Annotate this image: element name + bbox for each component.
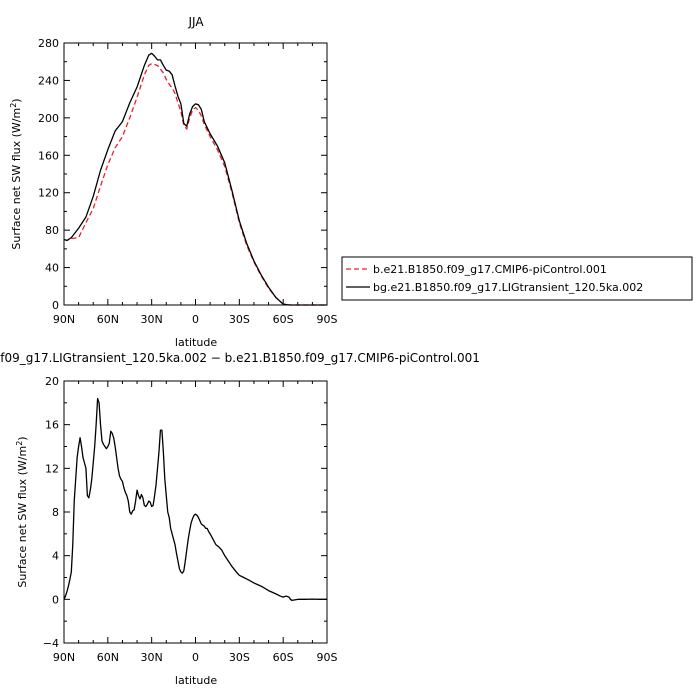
bottom-xtick-label: 60S bbox=[273, 651, 294, 664]
bottom-series-group bbox=[63, 397, 327, 602]
top-xtick-label: 90N bbox=[53, 313, 75, 326]
bottom-ytick-label: 0 bbox=[52, 593, 59, 606]
top-series-line-0 bbox=[63, 62, 327, 306]
bottom-xtick-label: 90S bbox=[317, 651, 338, 664]
top-ytick-label: 160 bbox=[38, 149, 59, 162]
top-ytick-label: 120 bbox=[38, 187, 59, 200]
top-ylabel: Surface net SW flux (W/m2) bbox=[9, 98, 24, 249]
bottom-ytick-label: 4 bbox=[52, 550, 59, 563]
legend-label-transient: bg.e21.B1850.f09_g17.LIGtransient_120.5k… bbox=[373, 281, 643, 294]
bottom-series-line-0 bbox=[63, 397, 327, 602]
legend-box bbox=[341, 256, 693, 301]
bottom-panel: bg.e21.B1850.f09_g17.LIGtransient_120.5k… bbox=[0, 351, 480, 687]
top-xtick-label: 0 bbox=[192, 313, 199, 326]
top-series-group bbox=[63, 52, 327, 306]
top-ytick-label: 40 bbox=[45, 262, 59, 275]
bottom-ytick-label: 16 bbox=[45, 419, 59, 432]
top-series-line-1 bbox=[63, 52, 327, 306]
bottom-plot-frame bbox=[63, 380, 328, 644]
top-xtick-label: 60N bbox=[97, 313, 119, 326]
top-ytick-label: 200 bbox=[38, 112, 59, 125]
bottom-ticks: 90N 60N 30N 0 30S 60S 90S −4 0 4 8 12 16 20 bbox=[43, 375, 338, 664]
legend: b.e21.B1850.f09_g17.CMIP6-piControl.001 … bbox=[341, 256, 693, 301]
bottom-xtick-label: 30N bbox=[141, 651, 163, 664]
top-ticks: 90N 60N 30N 0 30S 60S 90S 0 40 80 120 160 200 240 280 bbox=[38, 37, 338, 326]
top-ytick-label: 80 bbox=[45, 224, 59, 237]
bottom-xlabel: latitude bbox=[175, 674, 217, 687]
bottom-xtick-label: 30S bbox=[229, 651, 250, 664]
bottom-ytick-label: 8 bbox=[52, 506, 59, 519]
top-xtick-label: 90S bbox=[317, 313, 338, 326]
top-xlabel: latitude bbox=[175, 336, 217, 349]
top-title: JJA bbox=[187, 15, 204, 29]
top-ytick-label: 0 bbox=[52, 299, 59, 312]
top-ytick-label: 240 bbox=[38, 74, 59, 87]
top-xtick-label: 60S bbox=[273, 313, 294, 326]
top-plot-frame bbox=[63, 42, 328, 306]
top-panel: JJA 90N 60N 30N 0 30S 60S 90S 0 40 80 120 160 200 240… bbox=[9, 15, 338, 349]
legend-label-control: b.e21.B1850.f09_g17.CMIP6-piControl.001 bbox=[373, 263, 607, 276]
bottom-ytick-label: −4 bbox=[43, 637, 59, 650]
bottom-ylabel: Surface net SW flux (W/m2) bbox=[15, 436, 30, 587]
bottom-ytick-label: 20 bbox=[45, 375, 59, 388]
bottom-xtick-label: 90N bbox=[53, 651, 75, 664]
bottom-xtick-label: 60N bbox=[97, 651, 119, 664]
top-xtick-label: 30S bbox=[229, 313, 250, 326]
top-ytick-label: 280 bbox=[38, 37, 59, 50]
bottom-xtick-label: 0 bbox=[192, 651, 199, 664]
bottom-title: bg.e21.B1850.f09_g17.LIGtransient_120.5k… bbox=[0, 351, 480, 365]
top-xtick-label: 30N bbox=[141, 313, 163, 326]
bottom-ytick-label: 12 bbox=[45, 462, 59, 475]
